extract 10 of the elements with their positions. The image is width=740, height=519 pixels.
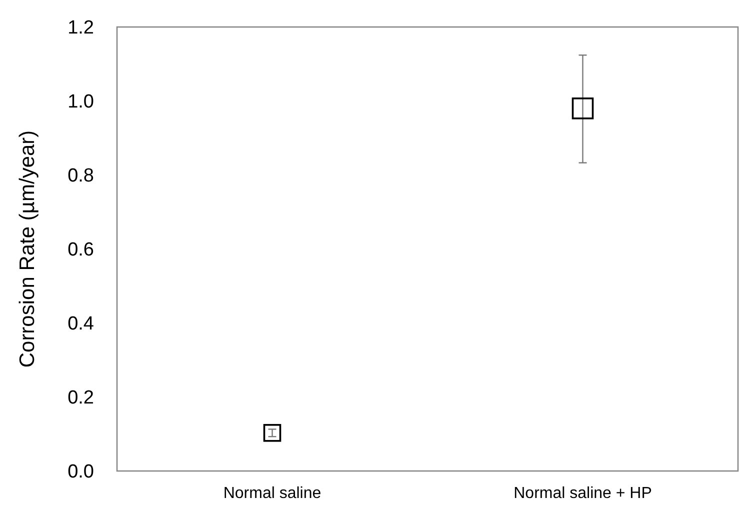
y-tick-label: 0.0 <box>68 462 94 483</box>
x-tick-label: Normal saline + HP <box>514 485 652 502</box>
y-tick-label: 0.4 <box>68 314 94 335</box>
y-tick-label: 1.0 <box>68 92 94 113</box>
y-tick-label: 0.8 <box>68 166 94 187</box>
x-tick-label: Normal saline <box>223 485 322 502</box>
y-tick-label: 0.2 <box>68 388 94 409</box>
y-tick-label: 0.6 <box>68 240 94 261</box>
y-axis-title: Corrosion Rate (µm/year) <box>16 130 39 368</box>
y-tick-label: 1.2 <box>68 18 94 39</box>
